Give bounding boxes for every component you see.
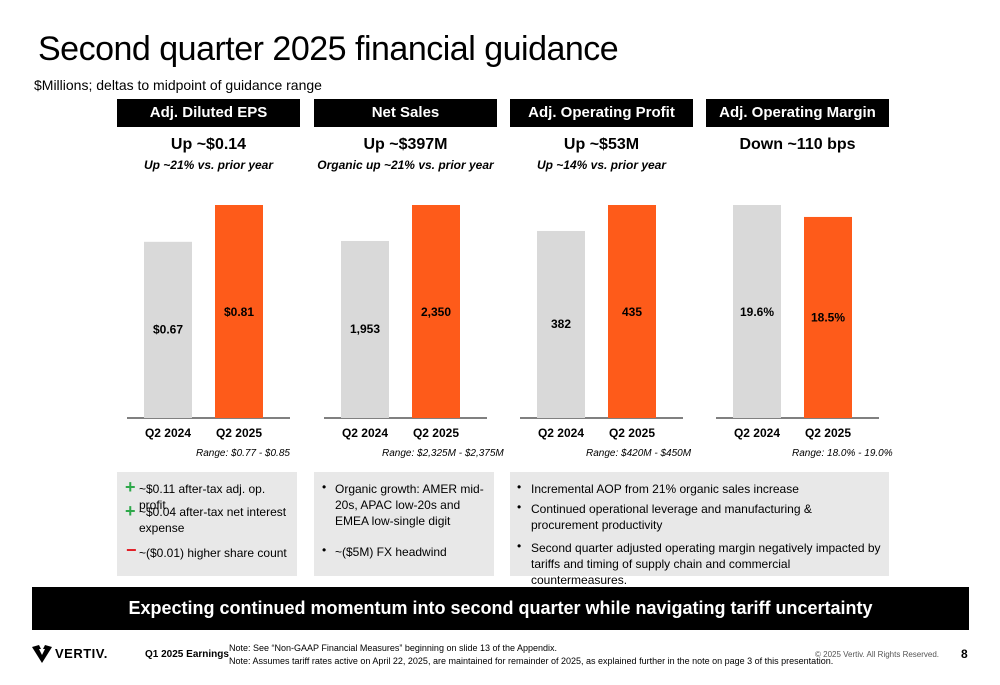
bar-q2-2025 <box>608 205 656 418</box>
data-label: 19.6% <box>740 305 774 319</box>
data-label: 1,953 <box>350 322 380 336</box>
range-label: Range: $0.77 - $0.85 <box>196 448 290 459</box>
page-title: Second quarter 2025 financial guidance <box>38 30 619 68</box>
panel-headline: Up ~$0.14 <box>170 136 247 153</box>
category-label: Q2 2025 <box>216 426 262 440</box>
note-item: Second quarter adjusted operating margin… <box>531 541 881 587</box>
panel-subline: Up ~21% vs. prior year <box>143 158 274 172</box>
category-label: Q2 2025 <box>805 426 851 440</box>
range-label: Range: 18.0% - 19.0% <box>792 448 893 459</box>
data-label: 18.5% <box>811 310 845 324</box>
vertiv-logo-icon <box>32 645 52 663</box>
bar-q2-2024 <box>144 241 192 418</box>
panel-net-sales: Net Sales Up ~$397M Organic up ~21% vs. … <box>314 99 497 449</box>
data-label: $0.67 <box>153 322 183 336</box>
earnings-label: Q1 2025 Earnings <box>145 649 229 660</box>
panel-header: Adj. Diluted EPS <box>117 99 300 127</box>
category-label: Q2 2024 <box>145 426 191 440</box>
data-label: 382 <box>551 317 571 331</box>
panel-subline: Organic up ~21% vs. prior year <box>317 158 494 172</box>
bar-q2-2025 <box>412 205 460 418</box>
data-label: $0.81 <box>224 305 254 319</box>
category-label: Q2 2025 <box>609 426 655 440</box>
range-label: Range: $2,325M - $2,375M <box>382 448 504 459</box>
category-label: Q2 2024 <box>342 426 388 440</box>
category-label: Q2 2025 <box>413 426 459 440</box>
copyright: © 2025 Vertiv. All Rights Reserved. <box>815 650 940 659</box>
bullet-icon: • <box>322 543 327 557</box>
panel-headline: Down ~110 bps <box>739 136 856 153</box>
panel-eps: Adj. Diluted EPS Up ~$0.14 Up ~21% vs. p… <box>117 99 300 449</box>
note-item: ~($5M) FX headwind <box>335 545 447 559</box>
note-item: ~($0.01) higher share count <box>139 546 287 560</box>
range-label: Range: $420M - $450M <box>586 448 692 459</box>
panel-operating-profit: Adj. Operating Profit Up ~$53M Up ~14% v… <box>510 99 693 449</box>
footnote: Note: See “Non-GAAP Financial Measures” … <box>229 643 558 653</box>
panel-header: Adj. Operating Margin <box>706 99 889 127</box>
category-label: Q2 2024 <box>734 426 780 440</box>
bar-q2-2025 <box>804 216 852 418</box>
bar-q2-2024 <box>733 205 781 418</box>
bullet-icon: • <box>517 480 522 494</box>
footnote: Note: Assumes tariff rates active on Apr… <box>229 656 834 666</box>
panel-subline: Up ~14% vs. prior year <box>536 158 667 172</box>
note-item: Organic growth: AMER mid-20s, APAC low-2… <box>335 482 484 528</box>
bar-charts: $0.67 Q2 2024 $0.81 Q2 2025 1,953 Q2 2024 2,35… <box>127 205 879 440</box>
bullet-icon: • <box>517 539 522 553</box>
bullet-icon: • <box>322 480 327 494</box>
note-item: ~$0.11 after-tax adj. op. profit <box>139 482 266 512</box>
bar-q2-2025 <box>215 205 263 418</box>
data-label: 435 <box>622 305 642 319</box>
panel-headline: Up ~$397M <box>363 136 448 153</box>
notes-operating: • Incremental AOP from 21% organic sales… <box>510 472 889 587</box>
category-label: Q2 2024 <box>538 426 584 440</box>
panel-header: Adj. Operating Profit <box>510 99 693 127</box>
notes-net-sales: • Organic growth: AMER mid-20s, APAC low… <box>314 472 494 576</box>
panel-header: Net Sales <box>314 99 497 127</box>
note-item: ~$0.04 after-tax net interest expense <box>139 505 287 535</box>
bar-q2-2024 <box>537 230 585 418</box>
plus-icon: + <box>125 501 136 521</box>
panel-operating-margin: Adj. Operating Margin Down ~110 bps <box>706 99 889 449</box>
minus-icon: − <box>126 540 137 560</box>
page-number: 8 <box>961 647 968 661</box>
plus-icon: + <box>125 477 136 497</box>
bullet-icon: • <box>517 500 522 514</box>
data-label: 2,350 <box>421 305 451 319</box>
logo-text: VERTIV. <box>55 646 108 661</box>
panel-headline: Up ~$53M <box>563 136 640 153</box>
bar-q2-2024 <box>341 240 389 418</box>
note-item: Incremental AOP from 21% organic sales i… <box>531 482 799 496</box>
note-item: Continued operational leverage and manuf… <box>531 502 812 532</box>
notes-eps: + ~$0.11 after-tax adj. op. profit + ~$0… <box>117 472 297 576</box>
page-subtitle: $Millions; deltas to midpoint of guidanc… <box>34 77 322 93</box>
takeaway-banner: Expecting continued momentum into second… <box>32 587 969 630</box>
